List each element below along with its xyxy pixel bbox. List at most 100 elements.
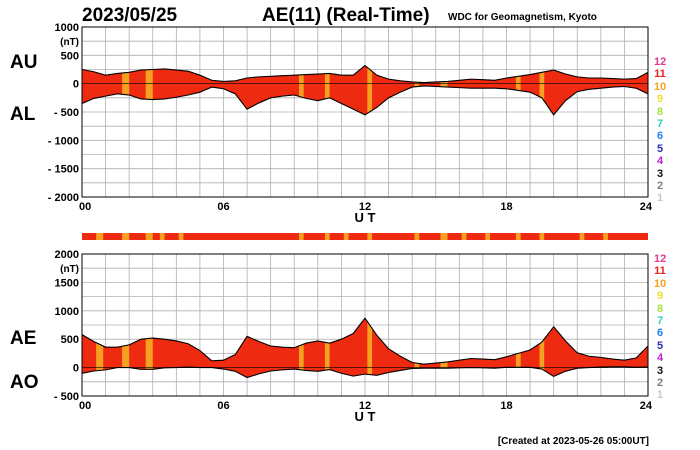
area-top — [82, 65, 648, 115]
y-unit-label: (nT) — [60, 264, 79, 275]
legend-entry: 2 — [656, 180, 664, 193]
au-label: AU — [10, 52, 38, 73]
y-tick-label: 2000 — [55, 249, 79, 261]
activity-band — [367, 65, 373, 115]
activity-bar-segment — [515, 233, 521, 240]
legend-entry: 10 — [654, 277, 667, 290]
y-tick-label: 500 — [61, 334, 79, 346]
activity-band — [324, 65, 330, 115]
activity-band — [539, 65, 545, 115]
legend-entry: 2 — [656, 377, 664, 390]
legend-entry: 5 — [656, 142, 664, 155]
series-au-line — [81, 64, 649, 84]
activity-band — [324, 318, 330, 378]
activity-bar-segment — [343, 233, 349, 240]
legend-entry: 12 — [654, 253, 667, 265]
activity-bar-segment — [485, 233, 490, 240]
activity-bar-segment — [579, 233, 585, 240]
activity-bar-segment — [178, 233, 184, 240]
activity-bar-segment — [298, 233, 304, 240]
x-tick-label: 24 — [640, 201, 653, 213]
x-tick-label: 00 — [79, 400, 91, 412]
legend-entry: 3 — [656, 364, 664, 377]
x-tick-label: 24 — [640, 400, 653, 412]
y-tick-label: - 2000 — [48, 192, 79, 204]
legend-entry: 9 — [656, 93, 664, 106]
y-tick-label: - 500 — [54, 391, 79, 403]
legend-top: 12 11 10 9 8 7 6 5 4 3 2 1 — [654, 56, 666, 205]
al-label: AL — [10, 104, 36, 125]
activity-band — [298, 318, 304, 378]
activity-bar-segment — [145, 233, 153, 240]
activity-band — [145, 318, 153, 378]
activity-bar-segment — [122, 233, 130, 240]
legend-entry: 4 — [656, 155, 664, 168]
y-tick-label: - 1500 — [48, 164, 79, 176]
chart-title: AE(11) (Real-Time) — [262, 5, 430, 26]
legend-entry: 5 — [656, 339, 664, 352]
legend-bottom: 12 11 10 9 8 7 6 5 4 3 2 1 — [654, 253, 666, 402]
activity-bar-segment — [539, 233, 545, 240]
credit-text: WDC for Geomagnetism, Kyoto — [448, 12, 597, 23]
y-tick-label: 0 — [73, 79, 79, 91]
y-tick-label: 1500 — [55, 277, 79, 289]
x-axis-label: U T — [355, 210, 376, 225]
ae-label: AE — [10, 328, 37, 349]
y-tick-label: 1000 — [55, 22, 79, 34]
series-ae-line — [81, 317, 649, 365]
activity-band — [122, 65, 130, 115]
x-tick-label: 18 — [500, 400, 512, 412]
x-tick-label: 12 — [359, 201, 371, 213]
legend-entry: 4 — [656, 352, 664, 365]
activity-band — [539, 318, 545, 378]
x-axis-label: U T — [355, 409, 376, 424]
legend-entry: 6 — [656, 327, 664, 340]
area-bottom — [82, 318, 648, 378]
y-tick-label: 500 — [61, 50, 79, 62]
activity-bar-segment — [414, 233, 420, 240]
y-tick-label: - 500 — [54, 107, 79, 119]
legend-entry: 11 — [654, 265, 666, 278]
legend-entry: 11 — [654, 68, 666, 81]
activity-bar-segment — [440, 233, 448, 240]
legend-entry: 8 — [656, 302, 664, 315]
legend-entry: 3 — [656, 167, 664, 180]
legend-entry: 1 — [656, 192, 664, 205]
legend-entry: 10 — [654, 80, 667, 93]
legend-entry: 7 — [656, 118, 664, 131]
activity-bar-segment — [96, 233, 104, 240]
activity-bar — [82, 233, 648, 240]
plot-frame-bottom — [81, 253, 649, 397]
plot-frame-top — [81, 26, 649, 198]
activity-bar-segment — [159, 233, 165, 240]
ao-label: AO — [10, 372, 39, 393]
activity-bar-segment — [324, 233, 330, 240]
series-al-line — [81, 85, 649, 116]
activity-band — [367, 318, 373, 378]
legend-entry: 12 — [654, 56, 667, 68]
y-tick-label: - 1000 — [48, 135, 79, 147]
activity-band — [145, 65, 153, 115]
legend-entry: 1 — [656, 389, 664, 402]
activity-band — [122, 318, 130, 378]
activity-bar-segment — [603, 233, 608, 240]
chart-date: 2023/05/25 — [82, 5, 178, 26]
x-tick-label: 18 — [500, 201, 512, 213]
y-unit-label: (nT) — [60, 37, 79, 48]
activity-bar-segment — [461, 233, 467, 240]
x-tick-label: 00 — [79, 201, 91, 213]
activity-band — [96, 318, 104, 378]
legend-entry: 9 — [656, 290, 664, 303]
x-tick-label: 12 — [359, 400, 371, 412]
y-tick-label: 1000 — [55, 306, 79, 318]
legend-entry: 7 — [656, 315, 664, 328]
created-timestamp: [Created at 2023-05-26 05:00UT] — [497, 436, 649, 447]
x-tick-label: 06 — [217, 201, 229, 213]
activity-bar-segment — [367, 233, 373, 240]
activity-band — [298, 65, 304, 115]
legend-entry: 8 — [656, 105, 664, 118]
y-tick-label: 0 — [73, 363, 79, 375]
x-tick-label: 06 — [217, 400, 229, 412]
legend-entry: 6 — [656, 130, 664, 143]
